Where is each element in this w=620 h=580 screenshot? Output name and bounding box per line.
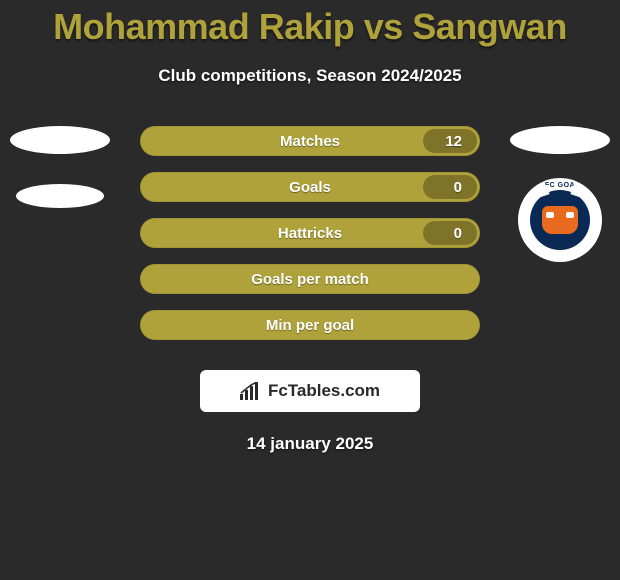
stat-bar-label: Goals xyxy=(289,179,331,196)
stat-bar-min-per-goal: Min per goal xyxy=(140,310,480,340)
stats-area: FC GOA Matches 12 Goals 0 Hattricks 0 Go… xyxy=(0,126,620,356)
stat-bars: Matches 12 Goals 0 Hattricks 0 Goals per… xyxy=(140,126,480,340)
subtitle: Club competitions, Season 2024/2025 xyxy=(0,66,620,86)
stat-bar-label: Goals per match xyxy=(251,271,369,288)
page-title: Mohammad Rakip vs Sangwan xyxy=(0,0,620,48)
watermark-text: FcTables.com xyxy=(268,381,380,401)
watermark: FcTables.com xyxy=(200,370,420,412)
team-crest: FC GOA xyxy=(518,178,602,262)
stat-bar-goals: Goals 0 xyxy=(140,172,480,202)
stat-bar-label: Hattricks xyxy=(278,225,342,242)
left-player-column xyxy=(0,126,120,208)
crest-label: FC GOA xyxy=(545,182,575,189)
left-placeholder-icon xyxy=(10,126,110,154)
stat-bar-goals-per-match: Goals per match xyxy=(140,264,480,294)
date-label: 14 january 2025 xyxy=(0,434,620,454)
left-placeholder-icon xyxy=(16,184,104,208)
stat-bar-label: Matches xyxy=(280,133,340,150)
stat-bar-value: 12 xyxy=(445,133,462,150)
stat-bar-value: 0 xyxy=(454,225,462,242)
stat-bar-hattricks: Hattricks 0 xyxy=(140,218,480,248)
right-player-column: FC GOA xyxy=(500,126,620,262)
stat-bar-label: Min per goal xyxy=(266,317,354,334)
crest-inner-icon xyxy=(530,190,590,250)
right-placeholder-icon xyxy=(510,126,610,154)
bar-chart-icon xyxy=(240,382,262,400)
stat-bar-value: 0 xyxy=(454,179,462,196)
stat-bar-matches: Matches 12 xyxy=(140,126,480,156)
